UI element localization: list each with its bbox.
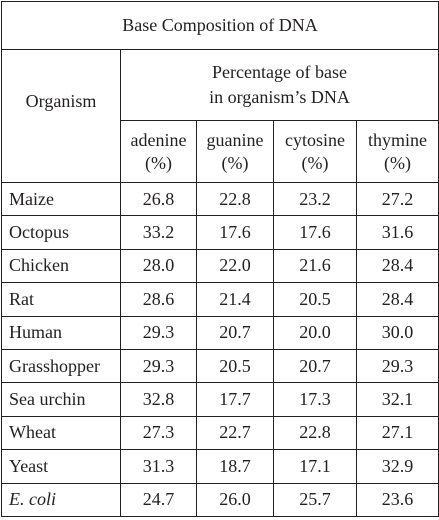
organism-cell: Maize [1,181,121,217]
table-row: Wheat 27.3 22.7 22.8 27.1 [1,415,439,451]
value-cell: 20.0 [273,315,357,350]
organism-cell: Human [1,315,121,350]
value-cell: 25.7 [273,482,357,517]
table-title: Base Composition of DNA [0,1,439,50]
column-name: thymine [368,129,427,150]
value-cell: 32.9 [355,449,439,484]
column-unit: (%) [384,152,411,173]
group-header: Percentage of base in organism’s DNA [119,49,439,121]
organism-cell: Wheat [1,415,121,451]
value-cell: 20.7 [196,315,274,350]
value-cell: 28.6 [120,282,197,317]
organism-cell: Octopus [1,215,121,250]
value-cell: 28.4 [355,248,439,284]
column-header: guanine (%) [196,120,274,183]
value-cell: 20.5 [196,348,274,384]
organism-cell: Rat [1,282,121,317]
value-cell: 24.7 [120,482,197,517]
column-name: adenine [130,129,187,150]
value-cell: 20.5 [273,282,357,317]
value-cell: 32.8 [120,382,197,417]
value-cell: 27.3 [120,415,197,451]
value-cell: 17.3 [273,382,357,417]
value-cell: 27.1 [355,415,439,451]
column-unit: (%) [221,152,249,173]
value-cell: 18.7 [196,449,274,484]
value-cell: 31.3 [120,449,197,484]
value-cell: 22.0 [196,248,274,284]
column-name: cytosine [285,129,345,150]
value-cell: 22.8 [273,415,357,451]
table-row: Sea urchin 32.8 17.7 17.3 32.1 [1,382,439,417]
table-row: E. coli 24.7 26.0 25.7 23.6 [1,482,439,517]
table-row: Octopus 33.2 17.6 17.6 31.6 [1,215,439,250]
column-unit: (%) [145,152,172,173]
organism-cell: Grasshopper [1,348,121,384]
value-cell: 17.6 [196,215,274,250]
organism-cell: Chicken [1,248,121,284]
column-name: guanine [206,129,264,150]
value-cell: 30.0 [355,315,439,350]
value-cell: 23.2 [273,181,357,217]
value-cell: 23.6 [355,482,439,517]
value-cell: 22.7 [196,415,274,451]
table-row: Human 29.3 20.7 20.0 30.0 [1,315,439,350]
value-cell: 28.4 [355,282,439,317]
value-cell: 26.8 [120,181,197,217]
value-cell: 29.3 [355,348,439,384]
value-cell: 32.1 [355,382,439,417]
column-header: adenine (%) [120,120,197,183]
table-row: Chicken 28.0 22.0 21.6 28.4 [1,248,439,284]
value-cell: 22.8 [196,181,274,217]
group-header-line: Percentage of base [212,62,347,82]
group-header-line: in organism’s DNA [209,87,350,107]
organism-cell: E. coli [1,482,121,517]
value-cell: 33.2 [120,215,197,250]
value-cell: 31.6 [355,215,439,250]
column-header: cytosine (%) [273,120,357,183]
value-cell: 29.3 [120,315,197,350]
organism-cell: Sea urchin [1,382,121,417]
value-cell: 20.7 [273,348,357,384]
organism-header: Organism [1,49,121,183]
value-cell: 17.6 [273,215,357,250]
table-row: Yeast 31.3 18.7 17.1 32.9 [1,449,439,484]
column-unit: (%) [301,152,329,173]
value-cell: 27.2 [355,181,439,217]
table-row: Grasshopper 29.3 20.5 20.7 29.3 [1,348,439,384]
value-cell: 26.0 [196,482,274,517]
value-cell: 21.4 [196,282,274,317]
organism-cell: Yeast [1,449,121,484]
value-cell: 17.7 [196,382,274,417]
column-header: thymine (%) [355,120,439,183]
value-cell: 21.6 [273,248,357,284]
value-cell: 28.0 [120,248,197,284]
table-row: Rat 28.6 21.4 20.5 28.4 [1,282,439,317]
table-row: Maize 26.8 22.8 23.2 27.2 [1,181,439,217]
value-cell: 29.3 [120,348,197,384]
value-cell: 17.1 [273,449,357,484]
